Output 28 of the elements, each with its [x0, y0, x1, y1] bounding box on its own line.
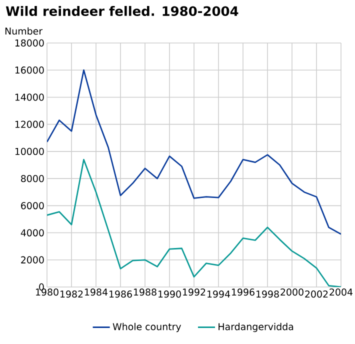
y-tick-label: 14000	[15, 94, 44, 101]
y-tick-label: 4000	[20, 229, 44, 236]
x-tick-label: 1988	[134, 288, 156, 296]
line-series	[47, 69, 341, 235]
y-tick-label: 18000	[15, 39, 44, 47]
x-tick-label: 2000	[280, 288, 304, 296]
y-axis-title: Number	[5, 27, 43, 35]
y-tick-label: 16000	[15, 66, 44, 74]
y-tick-label: 8000	[21, 174, 44, 182]
x-tick-label: 1992	[183, 288, 206, 296]
legend-label: Whole country	[112, 322, 182, 332]
x-tick-label: 1990	[158, 290, 181, 298]
x-tick-label: 1984	[85, 288, 108, 296]
x-tick-label: 2002	[305, 290, 328, 298]
x-tick-label: 1994	[208, 290, 230, 298]
x-tick-label: 1996	[232, 288, 254, 296]
x-tick-label: 1982	[60, 290, 83, 298]
y-tick-label: 2000	[21, 256, 44, 264]
x-tick-label: 1998	[256, 290, 279, 298]
y-tick-label: 6000	[21, 202, 44, 210]
x-tick-label: 1986	[110, 290, 132, 298]
legend-label: Hardangervidda	[218, 322, 294, 332]
chart-title: Wild reindeer felled. 1980-2004	[6, 6, 238, 16]
y-tick-label: 10000	[15, 148, 44, 156]
y-tick-label: 12000	[15, 120, 44, 128]
line-series	[47, 158, 341, 287]
x-tick-label: 1980	[36, 288, 58, 296]
x-tick-label: 2004	[330, 288, 353, 296]
